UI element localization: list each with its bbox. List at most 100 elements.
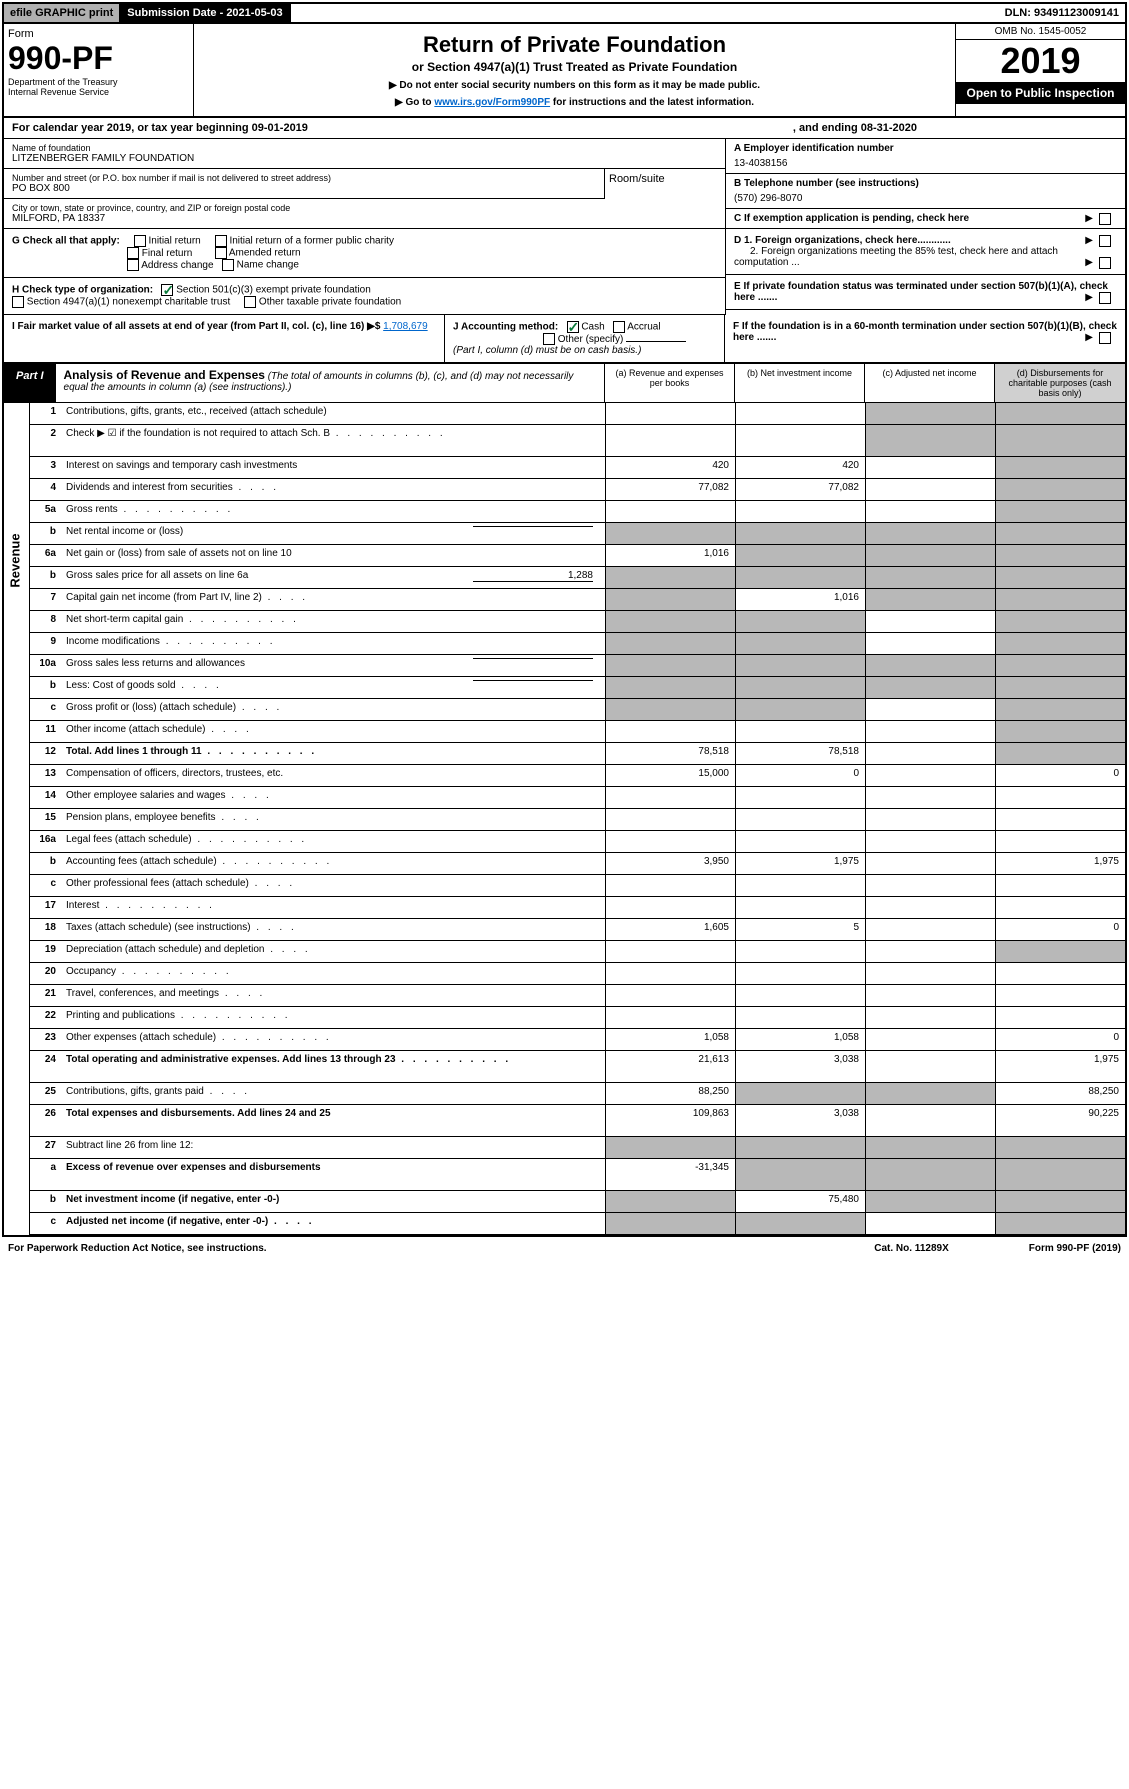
c-checkbox[interactable] — [1099, 213, 1111, 225]
instructions-link[interactable]: www.irs.gov/Form990PF — [434, 97, 550, 108]
d1-checkbox[interactable] — [1099, 235, 1111, 247]
cell-b — [735, 611, 865, 632]
row-number: 13 — [30, 765, 62, 786]
e-checkbox[interactable] — [1099, 292, 1111, 304]
cell-a — [605, 501, 735, 522]
part1-label: Part I — [4, 364, 56, 402]
table-row: 3Interest on savings and temporary cash … — [30, 457, 1125, 479]
final-return-checkbox[interactable] — [127, 247, 139, 259]
j-label: J Accounting method: — [453, 322, 558, 333]
row-number: b — [30, 1191, 62, 1212]
row-description: Excess of revenue over expenses and disb… — [62, 1159, 605, 1190]
501c3-checkbox[interactable] — [161, 284, 173, 296]
cell-c — [865, 1029, 995, 1050]
h-4947: Section 4947(a)(1) nonexempt charitable … — [27, 297, 230, 308]
cell-c — [865, 1105, 995, 1136]
cell-b — [735, 1137, 865, 1158]
cell-b — [735, 523, 865, 544]
row-description: Other expenses (attach schedule) — [62, 1029, 605, 1050]
cal-begin: For calendar year 2019, or tax year begi… — [12, 122, 793, 134]
efile-button[interactable]: efile GRAPHIC print — [4, 4, 121, 22]
cell-b — [735, 875, 865, 896]
table-row: 11Other income (attach schedule) — [30, 721, 1125, 743]
row-number: 10a — [30, 655, 62, 676]
cell-b: 420 — [735, 457, 865, 478]
row-description: Other professional fees (attach schedule… — [62, 875, 605, 896]
table-row: 24Total operating and administrative exp… — [30, 1051, 1125, 1083]
row-number: 21 — [30, 985, 62, 1006]
ein-value: 13-4038156 — [734, 158, 1117, 169]
cell-a: 88,250 — [605, 1083, 735, 1104]
row-description: Gross sales less returns and allowances — [62, 655, 605, 676]
initial-former-checkbox[interactable] — [215, 235, 227, 247]
cell-a: 109,863 — [605, 1105, 735, 1136]
cell-d — [995, 403, 1125, 424]
cell-b — [735, 985, 865, 1006]
cell-b: 77,082 — [735, 479, 865, 500]
cell-c — [865, 831, 995, 852]
cell-d — [995, 457, 1125, 478]
f-checkbox[interactable] — [1099, 332, 1111, 344]
cell-c — [865, 1083, 995, 1104]
table-row: 27Subtract line 26 from line 12: — [30, 1137, 1125, 1159]
cell-b — [735, 831, 865, 852]
footer: For Paperwork Reduction Act Notice, see … — [0, 1239, 1129, 1258]
amended-checkbox[interactable] — [215, 247, 227, 259]
j-note: (Part I, column (d) must be on cash basi… — [453, 345, 641, 356]
cell-c — [865, 1007, 995, 1028]
cell-b: 78,518 — [735, 743, 865, 764]
cell-d — [995, 1137, 1125, 1158]
header-right: OMB No. 1545-0052 2019 Open to Public In… — [955, 24, 1125, 116]
row-number: 25 — [30, 1083, 62, 1104]
cash-checkbox[interactable] — [567, 321, 579, 333]
table-row: 2Check ▶ ☑ if the foundation is not requ… — [30, 425, 1125, 457]
foundation-name-cell: Name of foundation LITZENBERGER FAMILY F… — [4, 139, 725, 169]
cell-d — [995, 1007, 1125, 1028]
calendar-year-row: For calendar year 2019, or tax year begi… — [4, 118, 1125, 139]
cell-b — [735, 501, 865, 522]
room-cell: Room/suite — [605, 169, 725, 199]
table-row: cAdjusted net income (if negative, enter… — [30, 1213, 1125, 1235]
cell-c — [865, 611, 995, 632]
c-label: C If exemption application is pending, c… — [734, 213, 969, 224]
cell-a: 77,082 — [605, 479, 735, 500]
fmv-link[interactable]: 1,708,679 — [383, 321, 428, 332]
initial-return-checkbox[interactable] — [134, 235, 146, 247]
row-number: 12 — [30, 743, 62, 764]
form-label: Form — [8, 28, 189, 40]
cell-c — [865, 809, 995, 830]
header-note1: ▶ Do not enter social security numbers o… — [202, 80, 947, 91]
accrual-checkbox[interactable] — [613, 321, 625, 333]
row-number: c — [30, 699, 62, 720]
cell-a — [605, 985, 735, 1006]
row-description: Depreciation (attach schedule) and deple… — [62, 941, 605, 962]
cell-c — [865, 897, 995, 918]
d2-checkbox[interactable] — [1099, 257, 1111, 269]
addr-change-checkbox[interactable] — [127, 259, 139, 271]
row-number: b — [30, 567, 62, 588]
table-row: 14Other employee salaries and wages — [30, 787, 1125, 809]
cell-d: 0 — [995, 1029, 1125, 1050]
cell-a: 15,000 — [605, 765, 735, 786]
4947-checkbox[interactable] — [12, 296, 24, 308]
g-initial: Initial return — [149, 236, 201, 247]
table-row: bNet investment income (if negative, ent… — [30, 1191, 1125, 1213]
row-description: Net short-term capital gain — [62, 611, 605, 632]
row-description: Check ▶ ☑ if the foundation is not requi… — [62, 425, 605, 456]
e-check-row: E If private foundation status was termi… — [726, 275, 1125, 310]
entity-left: Name of foundation LITZENBERGER FAMILY F… — [4, 139, 725, 228]
part1-title-cell: Analysis of Revenue and Expenses (The to… — [56, 364, 605, 402]
other-taxable-checkbox[interactable] — [244, 296, 256, 308]
cell-a — [605, 1213, 735, 1234]
cell-b: 75,480 — [735, 1191, 865, 1212]
cell-c — [865, 425, 995, 456]
cell-a — [605, 831, 735, 852]
exemption-cell: C If exemption application is pending, c… — [726, 209, 1125, 228]
cell-a: -31,345 — [605, 1159, 735, 1190]
name-change-checkbox[interactable] — [222, 259, 234, 271]
other-method-checkbox[interactable] — [543, 333, 555, 345]
row-number: 20 — [30, 963, 62, 984]
cell-d: 1,975 — [995, 853, 1125, 874]
row-description: Net rental income or (loss) — [62, 523, 605, 544]
omb-number: OMB No. 1545-0052 — [956, 24, 1125, 40]
